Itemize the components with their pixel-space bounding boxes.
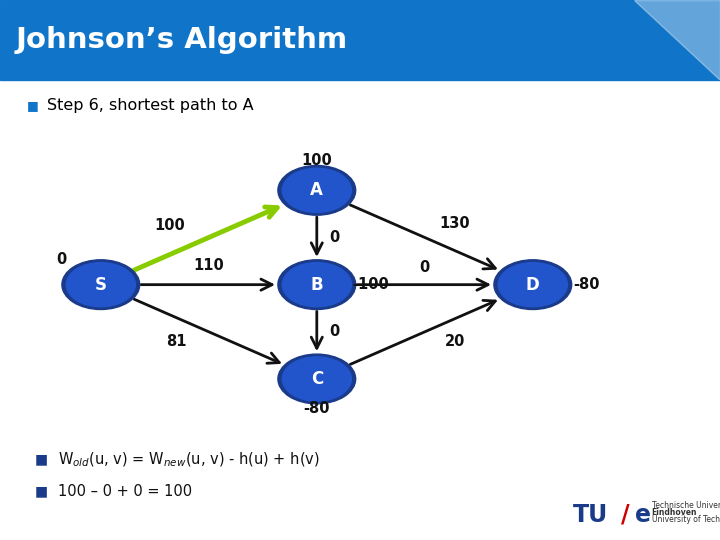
Circle shape (66, 262, 135, 307)
Text: Step 6, shortest path to A: Step 6, shortest path to A (47, 98, 253, 113)
Text: 130: 130 (440, 216, 470, 231)
Circle shape (282, 262, 351, 307)
Text: W$_{old}$(u, v) = W$_{new}$(u, v) - h(u) + h(v): W$_{old}$(u, v) = W$_{new}$(u, v) - h(u)… (58, 450, 320, 469)
Text: 0: 0 (420, 260, 430, 275)
Circle shape (494, 260, 572, 309)
Circle shape (278, 165, 356, 215)
Text: 81: 81 (166, 334, 186, 348)
Text: ■: ■ (35, 485, 48, 499)
Text: 100 – 0 + 0 = 100: 100 – 0 + 0 = 100 (58, 484, 192, 499)
Text: S: S (95, 275, 107, 294)
Text: TU: TU (572, 503, 608, 526)
Text: University of Technology: University of Technology (652, 515, 720, 524)
Circle shape (62, 260, 140, 309)
Circle shape (278, 260, 356, 309)
Text: -100: -100 (352, 277, 390, 292)
Text: 110: 110 (194, 258, 224, 273)
Text: A: A (310, 181, 323, 199)
Text: 100: 100 (302, 153, 332, 168)
Text: ■: ■ (35, 453, 48, 467)
Text: -80: -80 (304, 401, 330, 416)
Circle shape (282, 168, 351, 212)
Text: 0: 0 (56, 252, 66, 267)
Circle shape (498, 262, 567, 307)
Text: D: D (526, 275, 540, 294)
Text: 0: 0 (330, 230, 340, 245)
Circle shape (282, 357, 351, 401)
Text: Technische Universiteit: Technische Universiteit (652, 501, 720, 510)
Text: e: e (635, 503, 651, 526)
Text: 0: 0 (330, 325, 340, 339)
Circle shape (278, 354, 356, 404)
Text: Johnson’s Algorithm: Johnson’s Algorithm (16, 26, 348, 54)
Polygon shape (634, 0, 720, 80)
Text: ■: ■ (27, 99, 39, 112)
Text: C: C (310, 370, 323, 388)
Text: -80: -80 (574, 277, 600, 292)
Text: Eindhoven: Eindhoven (652, 508, 697, 517)
Text: B: B (310, 275, 323, 294)
Text: 100: 100 (154, 219, 184, 233)
Text: /: / (621, 503, 629, 526)
Text: 20: 20 (445, 334, 465, 348)
